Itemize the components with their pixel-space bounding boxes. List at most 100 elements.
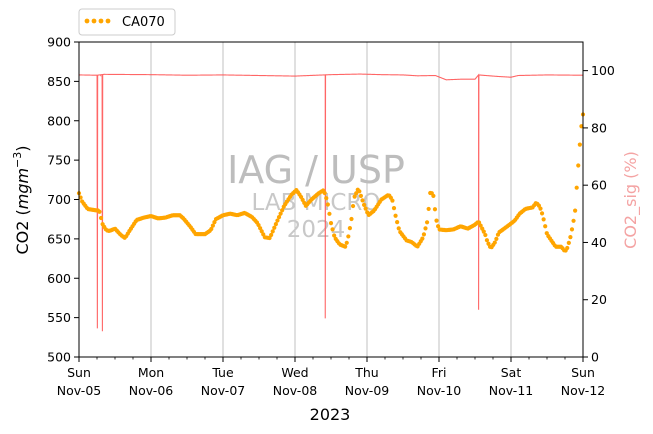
- x-tick-label: Sun Nov-05: [57, 365, 101, 398]
- co2-point: [327, 211, 332, 216]
- legend-marker: [91, 18, 97, 24]
- co2-point: [539, 211, 545, 216]
- grid: [150, 42, 512, 357]
- y-right-tick-label: 40: [591, 235, 607, 250]
- co2-point: [258, 226, 263, 231]
- co2-point: [424, 220, 430, 225]
- co2-point: [325, 202, 330, 207]
- y-axis-left-title-unit: mgm: [13, 168, 32, 209]
- right-axis: 0 20 40 60 80 100: [583, 63, 615, 365]
- co2-point: [259, 229, 264, 234]
- co2-point: [478, 223, 483, 228]
- co2-point: [538, 206, 543, 211]
- y-axis-right-title: CO2_sig (%): [621, 151, 641, 249]
- x-tick-day: Mon: [138, 365, 164, 380]
- co2-point: [395, 220, 400, 225]
- x-tick-date: Nov-06: [129, 383, 174, 398]
- co2-point: [352, 194, 357, 199]
- y-right-tick-label: 20: [591, 292, 607, 307]
- y-left-tick-label: 600: [47, 271, 71, 286]
- co2-point: [426, 206, 431, 212]
- co2-point: [571, 218, 576, 223]
- x-tick-day: Sun: [67, 365, 91, 380]
- y-left-tick-label: 900: [47, 35, 71, 50]
- co2-point: [210, 223, 215, 228]
- co2-point: [272, 225, 277, 230]
- co2-point: [541, 217, 546, 222]
- co2-point: [360, 198, 365, 203]
- co2-point: [363, 206, 368, 211]
- co2-point: [568, 235, 573, 240]
- x-tick-date: Nov-08: [273, 383, 318, 398]
- watermark-main: IAG / USP: [227, 148, 405, 192]
- co2-point: [393, 213, 398, 218]
- co2-point: [343, 244, 348, 249]
- plot-area: [79, 42, 583, 357]
- x-tick-label: Tue Nov-07: [201, 365, 245, 398]
- co2-point: [574, 185, 579, 190]
- co2-point: [270, 229, 275, 234]
- co2-point: [280, 208, 285, 213]
- legend-label: CA070: [122, 15, 165, 30]
- co2-point: [332, 233, 337, 238]
- co2-point: [431, 193, 436, 199]
- y-axis-left-title-main: CO2 (: [13, 209, 32, 254]
- co2-point: [492, 240, 497, 245]
- y-right-tick-label: 0: [591, 350, 599, 365]
- co2-series: [76, 112, 586, 253]
- co2-point: [275, 218, 280, 223]
- co2-point: [486, 241, 491, 246]
- x-tick-date: Nov-10: [417, 383, 462, 398]
- co2-point: [434, 218, 439, 223]
- co2-point: [421, 232, 427, 237]
- co2-point: [391, 206, 397, 211]
- x-tick-date: Nov-11: [489, 383, 533, 398]
- y-left-tick-label: 550: [47, 310, 71, 325]
- x-tick-label: Sat Nov-11: [489, 365, 533, 398]
- co2-point: [347, 226, 352, 231]
- co2-point: [322, 190, 327, 196]
- co2-point: [354, 191, 359, 196]
- co2-point: [483, 232, 488, 238]
- x-tick-day: Wed: [281, 365, 308, 380]
- co2-point: [97, 209, 102, 214]
- legend-marker: [105, 18, 111, 24]
- co2-point: [396, 226, 401, 231]
- co2-point: [423, 226, 428, 231]
- y-right-tick-label: 100: [591, 63, 615, 78]
- co2-point: [78, 195, 83, 200]
- y-axis-left-title-close: ): [13, 145, 32, 151]
- co2-point: [344, 240, 349, 245]
- co2-point: [577, 142, 582, 147]
- co2-point: [357, 189, 362, 194]
- co2-point: [576, 163, 581, 168]
- co2-point: [543, 224, 548, 229]
- x-tick-day: Thu: [354, 365, 378, 380]
- co2-point: [476, 220, 482, 225]
- sig-series: [78, 73, 584, 332]
- x-axis-title: 2023: [310, 405, 351, 424]
- co2-point: [324, 196, 329, 201]
- co2-point: [494, 236, 499, 241]
- co2-point: [209, 226, 214, 232]
- legend: CA070: [78, 8, 176, 36]
- co2-point: [269, 232, 274, 238]
- x-tick-label: Fri Nov-10: [417, 365, 462, 398]
- x-tick-label: Wed Nov-08: [273, 365, 318, 398]
- y-axis-left-title-exp: −3: [11, 152, 24, 168]
- co2-point: [276, 215, 282, 220]
- co2-point: [256, 222, 261, 228]
- co2-point: [565, 245, 570, 251]
- co2-point: [328, 221, 334, 226]
- co2-point: [273, 222, 278, 227]
- x-tick-day: Sun: [571, 365, 595, 380]
- x-tick-day: Sat: [501, 365, 522, 380]
- co2-point: [346, 234, 351, 239]
- x-axis: Sun Nov-05 Mon Nov-06 Tue Nov-07 Wed Nov-08 Thu N…: [57, 357, 605, 398]
- x-tick-date: Nov-07: [201, 383, 245, 398]
- y-right-tick-label: 80: [591, 120, 607, 135]
- co2-point: [350, 203, 356, 209]
- co2-point: [569, 227, 575, 232]
- x-tick-date: Nov-09: [345, 383, 390, 398]
- y-axis-left-title: CO2 (mgm−3): [11, 145, 32, 254]
